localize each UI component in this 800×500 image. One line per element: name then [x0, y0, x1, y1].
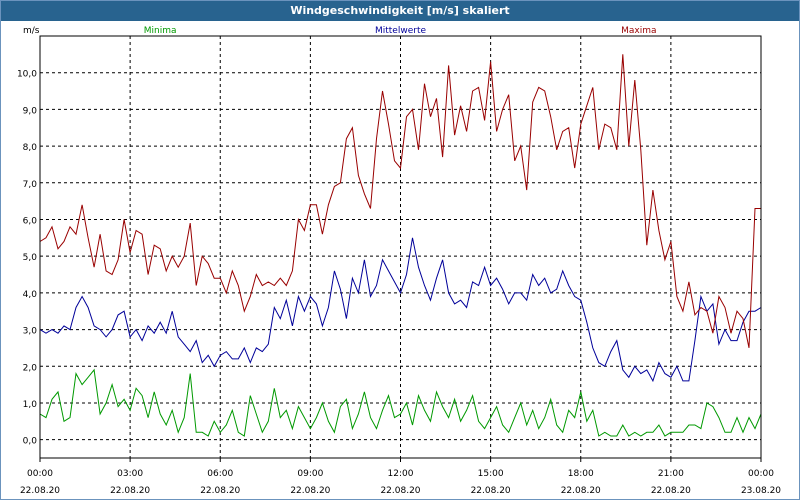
series-line-mittelwerte — [39, 237, 762, 383]
y-tick-label: 5,0 — [23, 253, 38, 263]
y-tick-label: 10,0 — [17, 70, 37, 80]
x-tick-date: 23.08.20 — [741, 486, 781, 496]
wind-speed-chart: 0,0 1,0 2,0 3,0 4,0 5,0 6,0 7,0 8,0 9,0 10,0 00:00 2… — [17, 26, 781, 496]
series-line-maxima — [39, 54, 761, 349]
legend-minima: Minima — [144, 26, 177, 36]
x-tick-date: 22.08.20 — [651, 486, 691, 496]
x-tick-time: 00:00 — [27, 469, 53, 479]
series-line-minima — [39, 368, 762, 437]
x-tick-time: 21:00 — [658, 469, 684, 479]
x-tick-time: 12:00 — [388, 469, 414, 479]
y-tick-label: 9,0 — [23, 106, 38, 116]
y-tick-label: 8,0 — [23, 143, 38, 153]
x-tick-time: 06:00 — [207, 469, 233, 479]
x-tick-date: 22.08.20 — [471, 486, 511, 496]
x-tick-date: 22.08.20 — [110, 486, 150, 496]
x-tick-date: 22.08.20 — [20, 486, 60, 496]
x-tick-time: 09:00 — [297, 469, 323, 479]
x-tick-date: 22.08.20 — [290, 486, 330, 496]
x-tick-time: 18:00 — [568, 469, 594, 479]
window-title: Windgeschwindigkeit [m/s] skaliert — [1, 1, 799, 21]
y-tick-label: 2,0 — [23, 363, 38, 373]
y-tick-label: 6,0 — [23, 216, 38, 226]
y-tick-label: 4,0 — [23, 290, 38, 300]
y-tick-label: 1,0 — [23, 400, 38, 410]
x-tick-date: 22.08.20 — [200, 486, 240, 496]
y-axis-label: m/s — [23, 26, 40, 36]
x-tick-time: 15:00 — [478, 469, 504, 479]
x-tick-time: 00:00 — [748, 469, 774, 479]
x-tick-date: 22.08.20 — [380, 486, 420, 496]
y-tick-label: 0,0 — [23, 437, 38, 447]
legend-maxima: Maxima — [621, 26, 656, 36]
legend-mittelwerte: Mittelwerte — [375, 26, 426, 36]
y-tick-label: 3,0 — [23, 327, 38, 337]
x-tick-date: 22.08.20 — [561, 486, 601, 496]
y-tick-label: 7,0 — [23, 180, 38, 190]
x-tick-time: 03:00 — [117, 469, 143, 479]
